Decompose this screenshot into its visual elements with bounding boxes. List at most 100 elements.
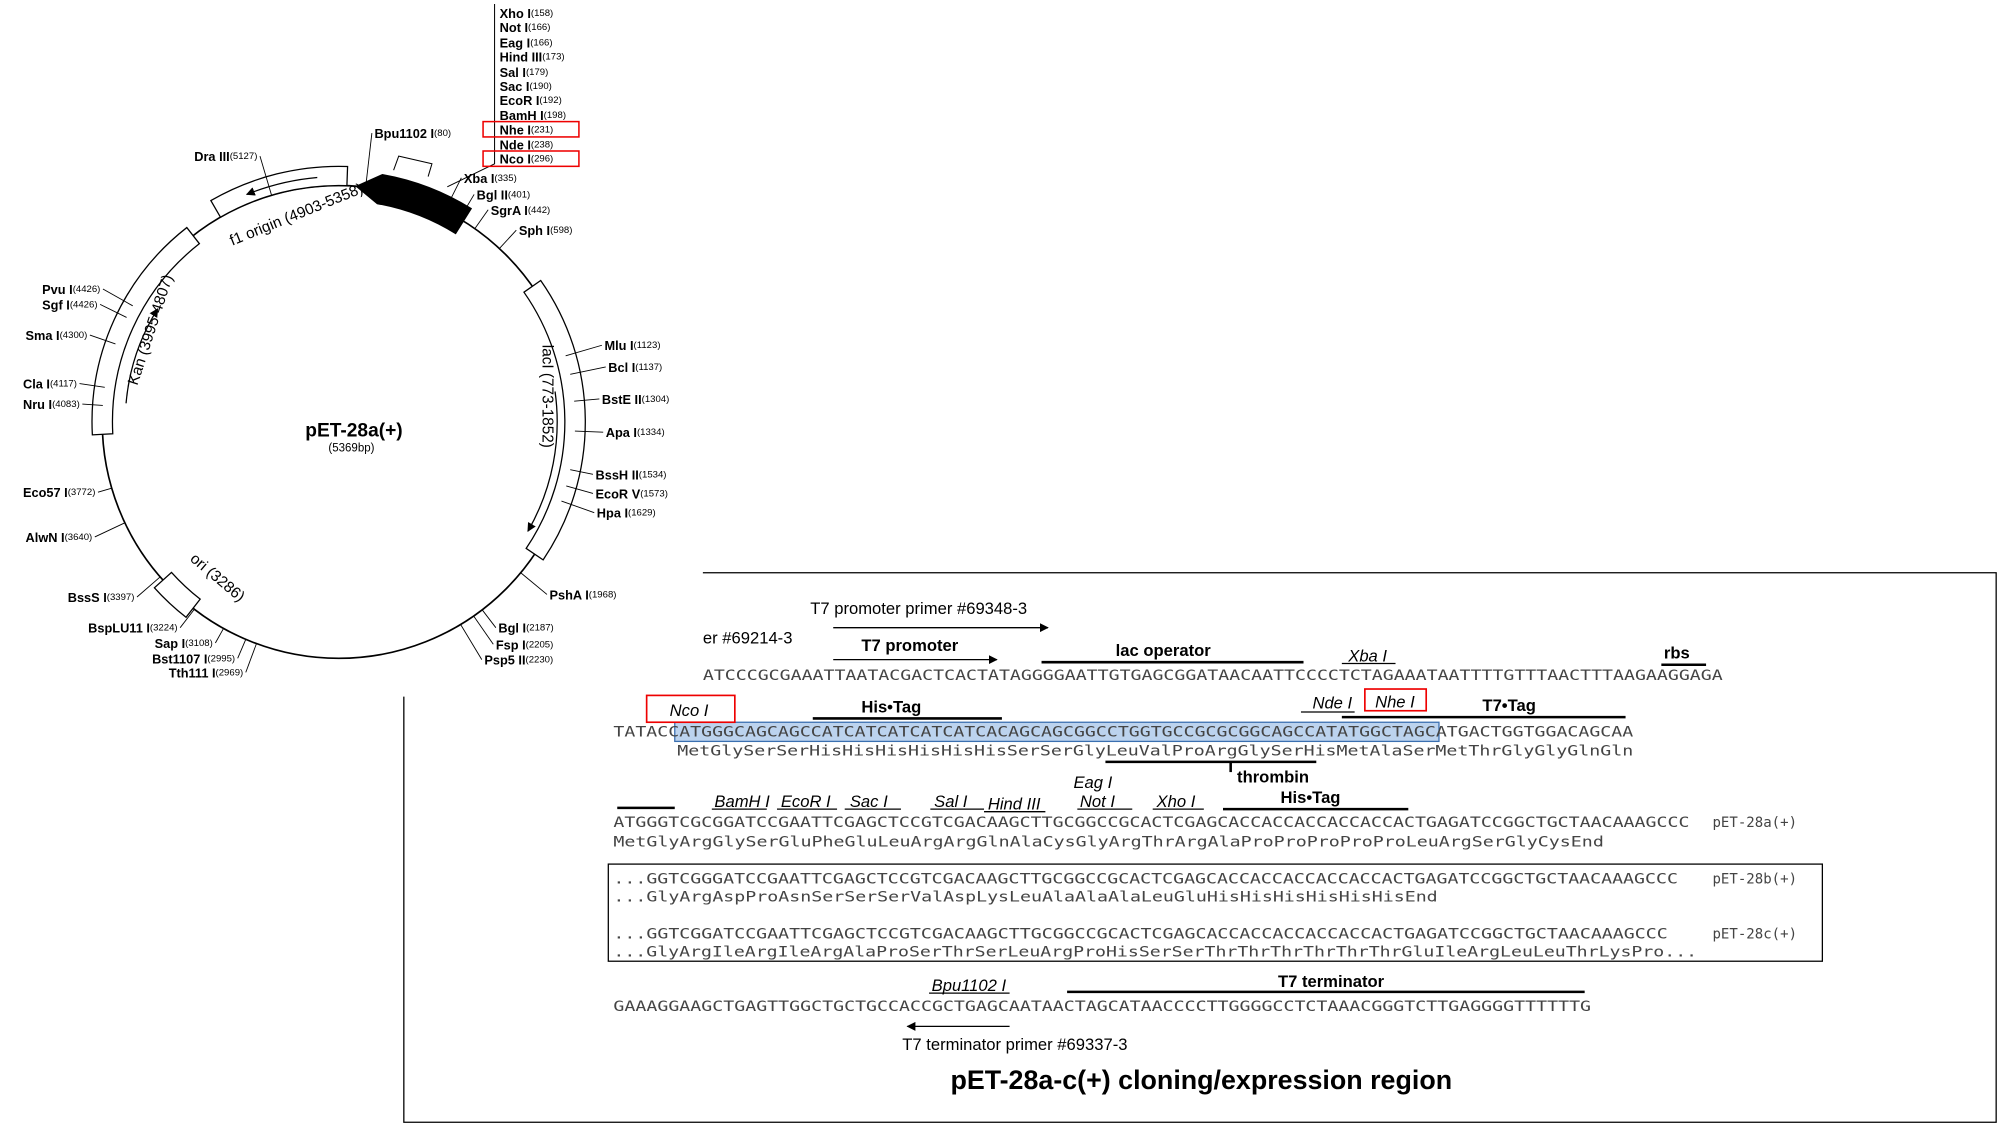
restriction-site: Sph I(598) <box>519 223 573 238</box>
variant-label: pET-28c(+) <box>1712 926 1797 942</box>
site-name: PshA I <box>550 587 589 602</box>
f1-origin-box <box>209 165 349 219</box>
sequence-line: ...GlyArgAspProAsnSerSerSerValAspLysLeuA… <box>613 889 1437 905</box>
site-position: (1573) <box>640 488 668 499</box>
sequence-line: TATACCATGGGCAGCAGCCATCATCATCATCATCACAGCA… <box>613 724 1634 740</box>
site-position: (1334) <box>637 427 665 438</box>
site-position: (1137) <box>635 361 662 372</box>
laci-arrow <box>527 391 558 532</box>
site-leader <box>474 209 489 229</box>
site-leader <box>97 487 112 493</box>
primer-label: T7 terminator primer #69337-3 <box>902 1035 1127 1054</box>
panel-border <box>403 572 1997 1123</box>
site-position: (1968) <box>589 589 617 600</box>
highlight-box <box>482 120 580 138</box>
site-position: (335) <box>494 172 516 183</box>
site-leader <box>460 624 483 660</box>
site-leader <box>444 177 462 211</box>
restriction-site: BspLU11 I(3224) <box>88 620 177 635</box>
sequence-line: GAAAGGAAGCTGAGTTGGCTGCTGCCACCGCTGAGCAATA… <box>613 999 1591 1015</box>
restriction-site: PshA I(1968) <box>550 587 617 602</box>
site-leader <box>245 643 257 673</box>
site-name: Pvu I <box>42 282 73 297</box>
site-leader <box>94 522 126 538</box>
site-position: (2187) <box>526 622 554 633</box>
site-position: (1123) <box>634 340 661 351</box>
site-leader <box>520 572 548 595</box>
site-leader <box>89 334 116 345</box>
site-label: Sac I <box>850 792 888 811</box>
restriction-site: Bgl I(2187) <box>498 620 553 635</box>
site-position: (166) <box>528 22 550 33</box>
site-leader <box>79 383 105 388</box>
element-label: T7 promoter <box>861 636 958 655</box>
sequence-line: ATGGGTCGCGGATCCGAATTCGAGCTCCGTCGACAAGCTT… <box>613 815 1689 831</box>
site-leader <box>570 366 606 375</box>
site-position: (1304) <box>642 393 670 404</box>
element-label: thrombin <box>1237 768 1309 787</box>
element-label: His•Tag <box>1281 788 1341 807</box>
bpu-bracket <box>393 155 433 177</box>
site-leader <box>82 403 103 406</box>
site-leader <box>102 288 133 307</box>
site-position: (4117) <box>50 378 77 389</box>
site-position: (3397) <box>107 592 135 603</box>
site-name: Fsp I <box>496 637 526 652</box>
highlight-box <box>482 150 580 168</box>
site-position: (2969) <box>216 667 244 678</box>
f1-arrow <box>245 176 318 196</box>
site-position: (231) <box>531 124 553 135</box>
plasmid-name: pET-28a(+) <box>305 420 402 441</box>
site-leader <box>565 344 603 357</box>
restriction-site: BstE II(1304) <box>602 391 669 406</box>
site-position: (1534) <box>639 469 667 480</box>
site-leader <box>566 485 594 494</box>
site-position: (2230) <box>526 654 554 665</box>
restriction-site: Bcl I(1137) <box>608 359 662 374</box>
element-label: T7 terminator <box>1278 972 1385 991</box>
site-name: Sac I <box>500 78 530 93</box>
site-leader <box>459 194 475 220</box>
restriction-site: Cla I(4117) <box>23 376 77 391</box>
restriction-site: Hpa I(1629) <box>597 505 656 520</box>
site-label: Nde I <box>1312 694 1352 713</box>
site-label: Sal I <box>934 792 968 811</box>
site-name: Apa I <box>606 425 637 440</box>
site-position: (5127) <box>230 151 258 162</box>
element-label: rbs <box>1664 644 1690 663</box>
restriction-site: Dra III(5127) <box>194 149 257 164</box>
site-leader <box>574 398 600 402</box>
site-label: BamH I <box>714 792 770 811</box>
restriction-site: EcoR V(1573) <box>596 486 668 501</box>
restriction-site: Xba I(335) <box>464 170 517 185</box>
site-name: Bgl I <box>498 620 526 635</box>
site-position: (192) <box>539 94 561 105</box>
site-label: Hind III <box>988 795 1041 814</box>
restriction-site: Fsp I(2205) <box>496 637 553 652</box>
restriction-site: EcoR I(192) <box>500 92 562 107</box>
site-position: (598) <box>550 225 572 236</box>
restriction-site: AlwN I(3640) <box>26 529 93 544</box>
restriction-site: BamH I(198) <box>500 108 566 123</box>
site-position: (4300) <box>60 330 88 341</box>
site-name: BssS I <box>68 590 107 605</box>
restriction-site: Hind III(173) <box>500 49 565 64</box>
restriction-site: Nru I(4083) <box>23 397 80 412</box>
restriction-site: Mlu I(1123) <box>604 338 660 353</box>
site-name: Nru I <box>23 397 52 412</box>
site-leader <box>570 469 594 475</box>
site-label: EcoR I <box>781 792 831 811</box>
site-position: (80) <box>434 128 451 139</box>
site-name: BstE II <box>602 391 642 406</box>
site-name: Xba I <box>464 170 495 185</box>
site-position: (2205) <box>526 639 554 650</box>
site-name: Bst1107 I <box>152 651 207 666</box>
site-name: Sph I <box>519 223 550 238</box>
site-name: Bgl II <box>477 187 508 202</box>
coding-highlight <box>674 721 1440 743</box>
site-position: (3108) <box>185 638 213 649</box>
site-name: Cla I <box>23 376 50 391</box>
site-leader <box>499 229 517 249</box>
site-label: Nhe I <box>1375 692 1415 711</box>
restriction-site: Tth111 I(2969) <box>169 665 244 680</box>
